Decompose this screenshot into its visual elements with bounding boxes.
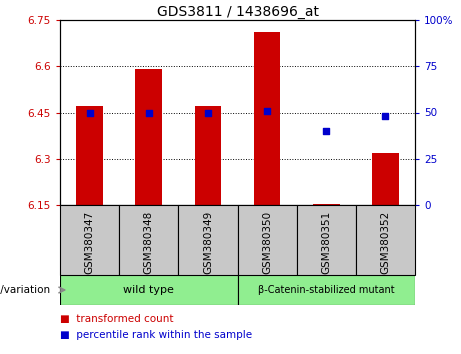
Bar (178, 205, 237, 275)
Text: GSM380350: GSM380350 (262, 211, 272, 274)
Bar (195, 106, 221, 205)
Point (382, 113, 389, 119)
Text: GSM380351: GSM380351 (321, 211, 331, 274)
Text: β-Catenin-stabilized mutant: β-Catenin-stabilized mutant (258, 285, 395, 295)
Bar (254, 32, 280, 205)
Bar (119, 205, 178, 275)
Text: ■  percentile rank within the sample: ■ percentile rank within the sample (60, 330, 252, 340)
Point (145, 110, 153, 115)
Bar (356, 205, 415, 275)
Text: GSM380348: GSM380348 (144, 211, 154, 274)
Text: GSM380352: GSM380352 (380, 211, 390, 274)
Point (263, 108, 271, 114)
Text: wild type: wild type (123, 285, 174, 295)
Text: GSM380347: GSM380347 (84, 211, 95, 274)
Point (86, 110, 93, 115)
Bar (136, 69, 162, 205)
Bar (237, 275, 415, 305)
Bar (297, 205, 356, 275)
Title: GDS3811 / 1438696_at: GDS3811 / 1438696_at (156, 5, 319, 19)
Bar (237, 205, 297, 275)
Point (204, 110, 212, 115)
Bar (313, 204, 340, 205)
Text: ■  transformed count: ■ transformed count (60, 314, 173, 324)
Bar (60, 275, 237, 305)
Text: GSM380349: GSM380349 (203, 211, 213, 274)
Bar (372, 153, 399, 205)
Bar (60, 205, 119, 275)
Text: genotype/variation: genotype/variation (0, 285, 51, 295)
Bar (76, 106, 103, 205)
Point (323, 128, 330, 134)
